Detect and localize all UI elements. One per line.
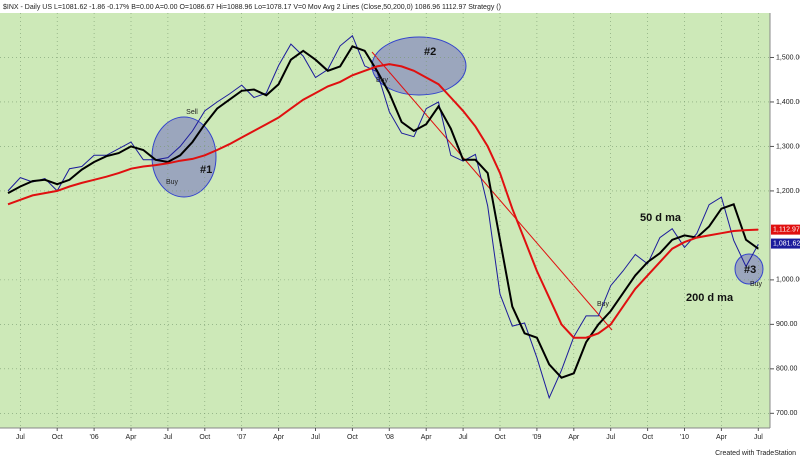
x-tick-label: Jul	[163, 434, 172, 441]
x-tick-label: '09	[532, 434, 541, 441]
annotation: Buy	[376, 77, 389, 84]
y-tick-label: 700.00	[776, 410, 798, 417]
x-tick-label: Oct	[347, 434, 358, 441]
last-value-label: 1,081.62	[773, 240, 800, 247]
y-tick-label: 1,000.00	[776, 277, 800, 284]
annotation: Buy	[597, 301, 610, 308]
highlight-2	[371, 36, 467, 96]
annotation: Buy	[750, 281, 763, 288]
highlight-1	[151, 116, 217, 198]
annotation: #3	[744, 264, 756, 276]
x-tick-label: Oct	[52, 434, 63, 441]
y-tick-label: 1,400.00	[776, 99, 800, 106]
y-tick-label: 1,200.00	[776, 188, 800, 195]
x-tick-label: Jul	[311, 434, 320, 441]
annotation: 50 d ma	[640, 212, 682, 224]
last-value-label: 1,112.97	[773, 226, 800, 233]
x-tick-label: Jul	[459, 434, 468, 441]
series-line	[7, 34, 759, 400]
last-value-box	[771, 224, 800, 235]
series-layer	[0, 13, 770, 428]
x-tick-label: Apr	[126, 434, 138, 441]
x-tick-label: '08	[385, 434, 394, 441]
annotation: Sell	[186, 109, 198, 116]
series-line	[7, 45, 759, 379]
highlight-3	[734, 253, 764, 285]
y-tick-label: 1,500.00	[776, 54, 800, 61]
x-tick-label: Oct	[495, 434, 506, 441]
header: $INX - Daily US L=1081.62 -1.86 -0.17% B…	[3, 4, 501, 11]
x-tick-label: Oct	[199, 434, 210, 441]
y-tick-label: 900.00	[776, 321, 798, 328]
x-tick-label: Jul	[754, 434, 763, 441]
x-tick-label: Jul	[16, 434, 25, 441]
annotation: Buy	[166, 179, 179, 186]
last-value-box	[771, 238, 800, 249]
annotation: 200 d ma	[686, 292, 734, 304]
credit: Created with TradeStation	[715, 450, 796, 457]
annotation: #1	[200, 164, 212, 176]
x-tick-label: Apr	[273, 434, 285, 441]
x-tick-label: '06	[90, 434, 99, 441]
x-tick-label: Jul	[606, 434, 615, 441]
x-tick-label: Apr	[716, 434, 728, 441]
y-tick-label: 1,300.00	[776, 143, 800, 150]
x-tick-label: '10	[680, 434, 689, 441]
x-tick-label: Apr	[421, 434, 433, 441]
x-tick-label: Oct	[642, 434, 653, 441]
y-tick-label: 800.00	[776, 366, 798, 373]
x-tick-label: Apr	[568, 434, 580, 441]
annotation: #2	[424, 46, 436, 58]
x-tick-label: '07	[237, 434, 246, 441]
series-line	[7, 63, 759, 339]
